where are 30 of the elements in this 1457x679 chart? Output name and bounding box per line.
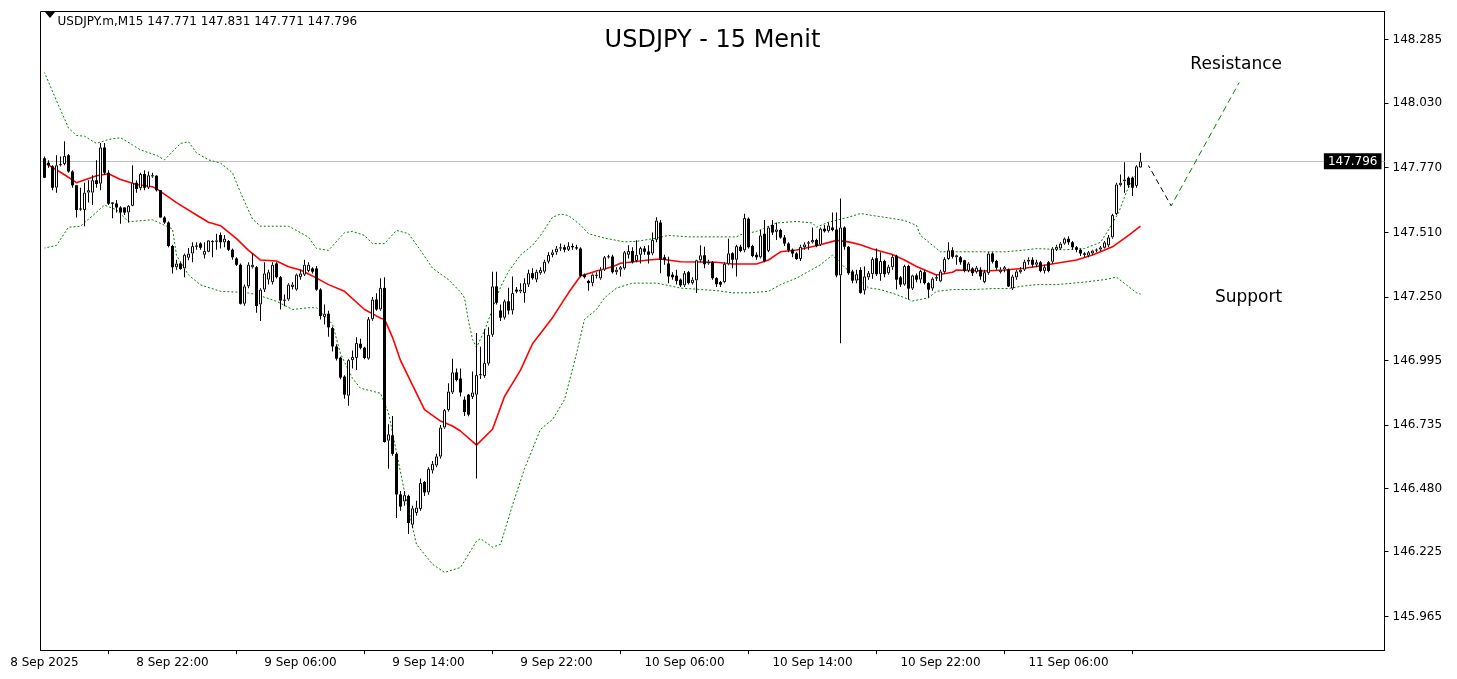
y-tick-label: 147.770 [1392,159,1443,174]
y-tick-label: 145.965 [1392,608,1443,623]
text: USDJPY - 15 Menit [604,25,821,54]
candlestick [479,346,482,380]
annotation: Resistance [1190,52,1282,73]
y-tick-label: 147.510 [1392,224,1443,239]
annotation: Support [1214,285,1283,306]
candlestick [79,187,82,211]
x-tick-label: 11 Sep 06:00 [1028,655,1109,670]
line-series [44,72,1136,348]
x-tick-label: 9 Sep 22:00 [520,655,593,670]
x-tick-label: 10 Sep 22:00 [900,655,981,670]
y-tick-label: 146.480 [1392,480,1443,495]
candlestick [59,156,62,167]
candlestick [1123,162,1126,193]
y-tick-label: 147.250 [1392,289,1443,304]
x-tick-label: 10 Sep 06:00 [644,655,725,670]
x-tick-label: 10 Sep 14:00 [772,655,853,670]
annotation: USDJPY.m,M15 147.771 147.831 147.771 147.796 [57,14,358,29]
x-tick-label: 8 Sep 22:00 [136,655,209,670]
y-tick-label: 148.285 [1392,31,1443,46]
line-series [44,204,1141,573]
ref-line-label: 147.796 [1327,153,1378,168]
x-tick-label: 9 Sep 14:00 [392,655,465,670]
x-tick-label: 9 Sep 06:00 [264,655,337,670]
y-tick-label: 146.995 [1392,352,1443,367]
y-tick-label: 146.225 [1392,543,1443,558]
x-tick-label: 8 Sep 2025 [10,655,79,670]
y-tick-label: 148.030 [1392,95,1443,110]
y-tick-label: 146.735 [1392,417,1443,432]
